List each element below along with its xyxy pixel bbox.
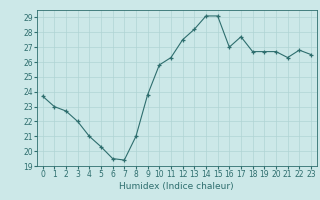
X-axis label: Humidex (Indice chaleur): Humidex (Indice chaleur) [119,182,234,191]
